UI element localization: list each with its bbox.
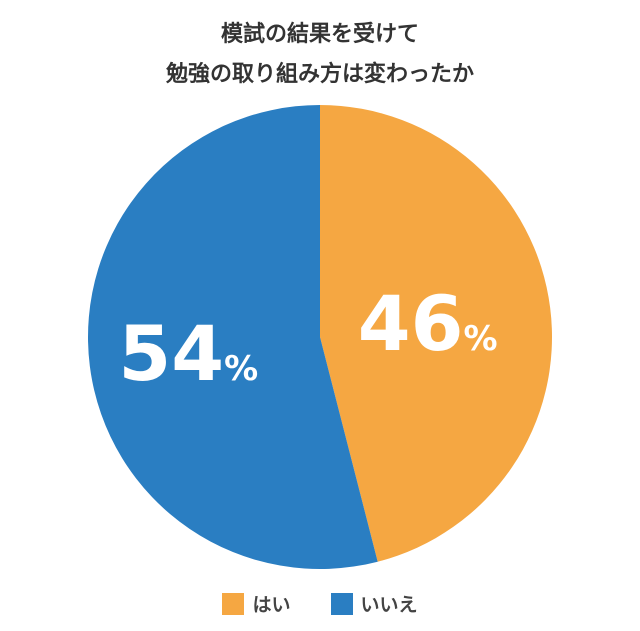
data-label-no: 54% — [118, 309, 258, 398]
chart-title-line-2: 勉強の取り組み方は変わったか — [165, 62, 474, 87]
legend-label-no: いいえ — [360, 594, 418, 616]
pie-slice-no — [88, 105, 378, 569]
pie-slice-yes — [320, 104, 553, 562]
legend-item-no: いいえ — [330, 590, 418, 617]
legend-label-yes: はい — [252, 594, 291, 616]
legend-item-yes: はい — [222, 590, 291, 617]
legend-swatch-no — [330, 592, 353, 615]
legend-swatch-yes — [222, 592, 245, 615]
chart-title-line-1: 模試の結果を受けて — [220, 22, 419, 47]
legend: はい いいえ — [0, 590, 640, 617]
data-label-yes: 46% — [358, 279, 498, 368]
